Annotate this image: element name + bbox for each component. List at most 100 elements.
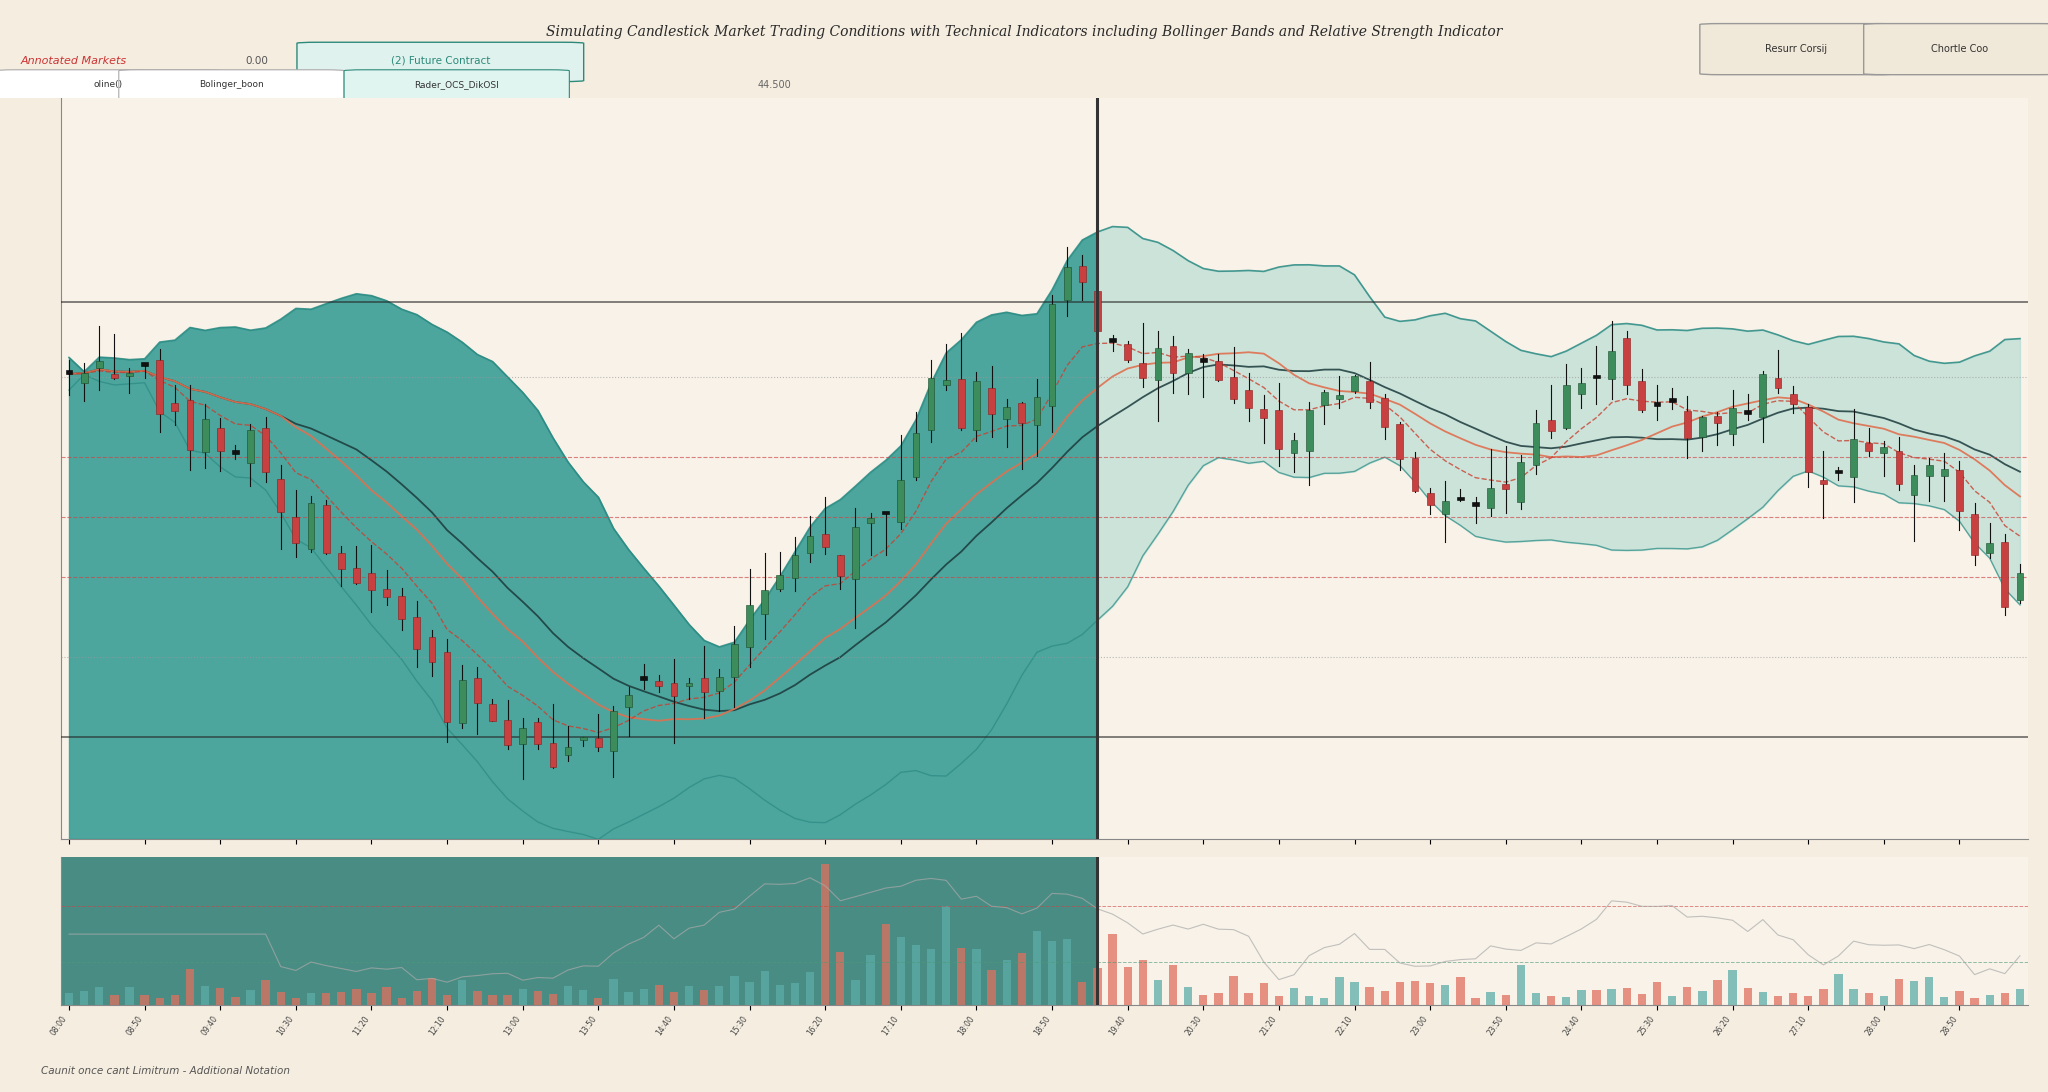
Bar: [397, 596, 406, 619]
Bar: [1624, 339, 1630, 385]
Bar: [1638, 994, 1647, 1005]
Bar: [276, 479, 285, 512]
Bar: [745, 983, 754, 1005]
Bar: [1108, 934, 1116, 1005]
Bar: [66, 370, 72, 373]
Bar: [1290, 440, 1298, 453]
Bar: [80, 990, 88, 1005]
Bar: [1229, 976, 1237, 1005]
Bar: [141, 995, 150, 1005]
Bar: [1335, 976, 1343, 1005]
Bar: [1321, 392, 1327, 405]
Bar: [1274, 996, 1282, 1005]
Text: Simulating Candlestick Market Trading Conditions with Technical Indicators inclu: Simulating Candlestick Market Trading Co…: [547, 24, 1501, 38]
Bar: [1487, 488, 1495, 508]
Bar: [1094, 290, 1102, 331]
Bar: [1380, 399, 1389, 427]
Bar: [1532, 994, 1540, 1005]
Bar: [1214, 994, 1223, 1005]
Bar: [94, 987, 102, 1005]
Bar: [1669, 399, 1675, 402]
Bar: [776, 575, 782, 589]
Text: Bolinger_boon: Bolinger_boon: [199, 80, 264, 90]
Bar: [987, 970, 995, 1005]
Bar: [324, 505, 330, 553]
Bar: [684, 986, 692, 1005]
Bar: [61, 856, 1098, 1005]
Bar: [1473, 502, 1479, 506]
Bar: [127, 372, 133, 377]
Bar: [1548, 420, 1554, 431]
Bar: [1729, 407, 1737, 435]
Bar: [217, 428, 223, 451]
Bar: [1004, 960, 1012, 1005]
Bar: [987, 388, 995, 414]
Bar: [1411, 458, 1419, 490]
Bar: [201, 419, 209, 452]
Bar: [1231, 377, 1237, 399]
Bar: [852, 981, 860, 1005]
Bar: [1835, 974, 1843, 1005]
Bar: [352, 568, 360, 583]
Bar: [1425, 983, 1434, 1005]
Bar: [1518, 462, 1524, 501]
Bar: [1501, 995, 1509, 1005]
Bar: [156, 360, 164, 414]
Text: Caunit once cant Limitrum - Additional Notation: Caunit once cant Limitrum - Additional N…: [41, 1066, 291, 1076]
Bar: [1184, 987, 1192, 1005]
Bar: [866, 954, 874, 1005]
Bar: [487, 995, 496, 1005]
Bar: [610, 711, 616, 750]
Bar: [1063, 268, 1071, 300]
Bar: [2017, 573, 2023, 600]
Bar: [1911, 475, 1917, 495]
Bar: [942, 380, 950, 384]
Bar: [1577, 989, 1585, 1005]
Bar: [563, 986, 571, 1005]
Bar: [928, 949, 936, 1005]
Bar: [1714, 416, 1720, 423]
Bar: [1018, 403, 1026, 424]
Bar: [2001, 542, 2009, 607]
Bar: [442, 995, 451, 1005]
Bar: [1911, 982, 1919, 1005]
Text: oline(): oline(): [94, 80, 123, 90]
Bar: [1653, 982, 1661, 1005]
Bar: [1487, 993, 1495, 1005]
Bar: [1335, 395, 1343, 399]
Bar: [535, 992, 543, 1005]
Bar: [655, 680, 662, 686]
Bar: [1077, 983, 1085, 1005]
Bar: [1124, 344, 1130, 360]
Bar: [1563, 385, 1569, 428]
Text: (2) Future Contract: (2) Future Contract: [391, 56, 489, 66]
Bar: [1593, 989, 1602, 1005]
Bar: [428, 978, 436, 1005]
Bar: [1214, 361, 1223, 380]
Bar: [504, 995, 512, 1005]
Bar: [1939, 997, 1948, 1005]
Bar: [897, 937, 905, 1005]
Bar: [1049, 305, 1055, 406]
Bar: [745, 605, 754, 646]
Bar: [1139, 364, 1147, 378]
Bar: [1018, 953, 1026, 1005]
Bar: [1804, 407, 1812, 472]
Bar: [928, 378, 934, 429]
Bar: [1593, 375, 1599, 378]
Bar: [973, 381, 979, 430]
Bar: [1260, 983, 1268, 1005]
Bar: [1350, 982, 1358, 1005]
Bar: [549, 994, 557, 1005]
Bar: [1200, 358, 1206, 363]
Bar: [1169, 346, 1176, 373]
Bar: [956, 949, 965, 1005]
Bar: [1743, 988, 1751, 1005]
Bar: [262, 428, 268, 473]
Bar: [897, 479, 905, 522]
Bar: [367, 993, 375, 1005]
Bar: [1759, 375, 1765, 417]
FancyBboxPatch shape: [1700, 24, 1894, 74]
Bar: [276, 992, 285, 1005]
Bar: [1305, 996, 1313, 1005]
